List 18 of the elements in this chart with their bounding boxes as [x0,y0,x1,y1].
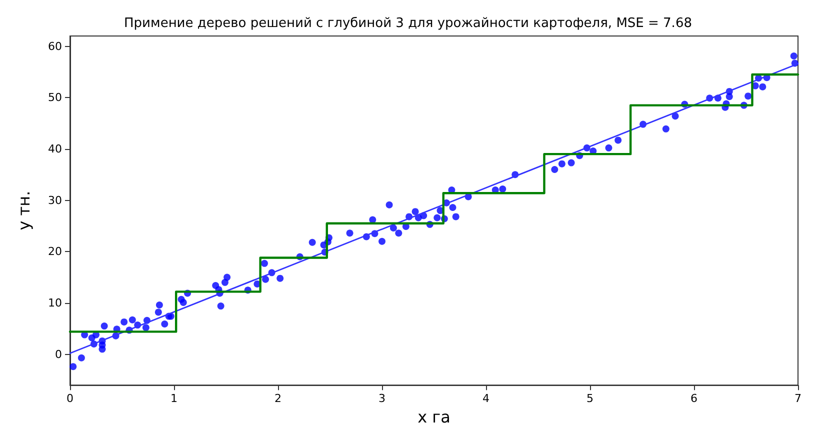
y-tick-label: 50 [48,91,62,104]
y-tick-label: 0 [55,348,62,361]
y-tick-label: 20 [48,245,62,258]
x-tick-label: 2 [274,392,282,406]
y-tick-label: 30 [48,194,62,207]
chart-title: Примение дерево решений с глубиной 3 для урожайности картофеля, MSE = 7.68 [124,16,692,31]
x-tick-label: 1 [170,392,178,406]
y-tick-label: 60 [48,40,62,53]
y-tick-label: 10 [48,296,62,310]
x-tick-label: 7 [794,392,802,406]
x-tick-label: 4 [482,392,490,406]
y-axis-title: y тн. [14,190,34,230]
x-tick-label: 5 [586,392,594,406]
x-tick-label: 3 [378,392,386,406]
x-axis-title: x га [418,408,450,426]
y-tick-label: 40 [48,142,62,156]
x-tick-label: 0 [66,392,74,406]
x-tick-label: 6 [690,392,698,406]
